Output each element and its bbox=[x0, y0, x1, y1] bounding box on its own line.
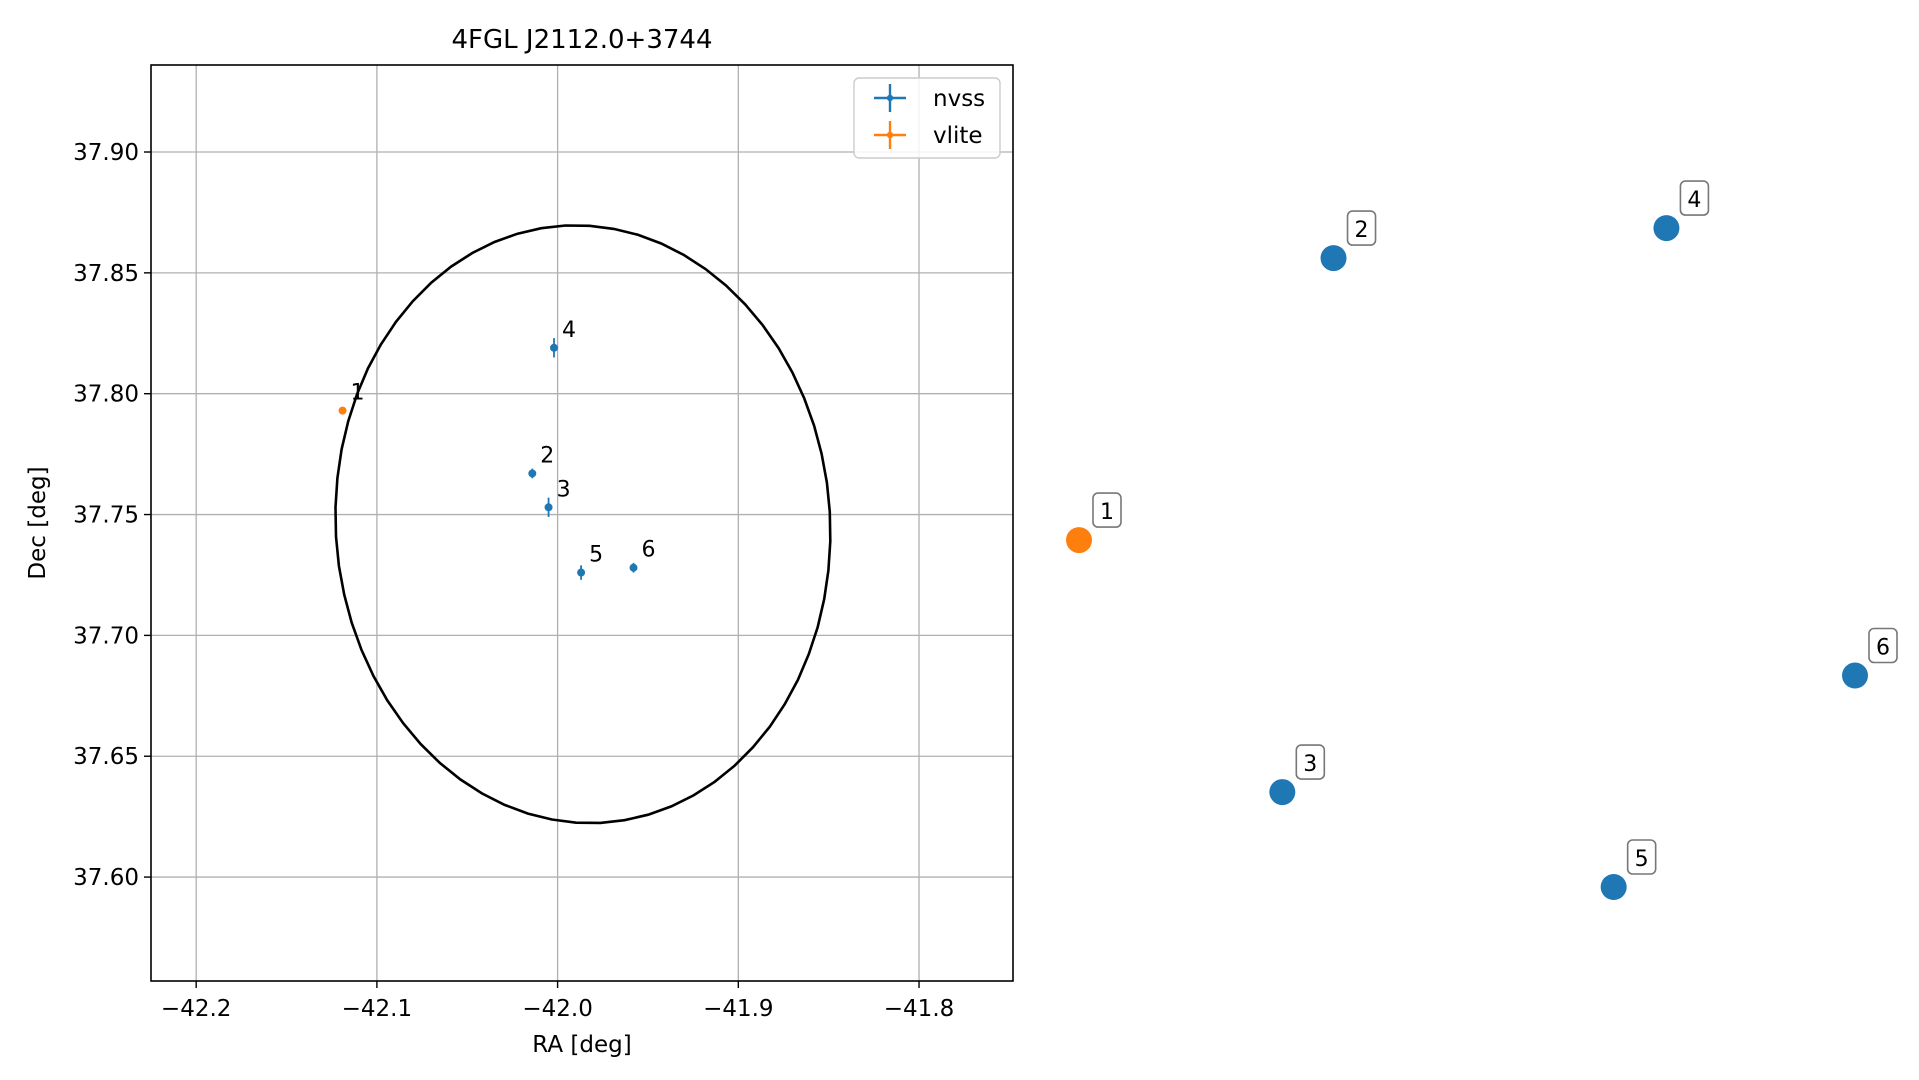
y-axis-label: Dec [deg] bbox=[25, 466, 51, 579]
map-source-label: 3 bbox=[1303, 752, 1317, 777]
point-label: 1 bbox=[351, 381, 365, 406]
point-label: 4 bbox=[562, 318, 576, 343]
legend-marker-nvss-dot bbox=[886, 94, 894, 102]
point-marker bbox=[544, 503, 553, 512]
map-source-2: 2 bbox=[1320, 210, 1377, 272]
map-source-6: 6 bbox=[1842, 627, 1898, 689]
y-tick-label: 37.75 bbox=[73, 503, 139, 529]
localization-ellipse bbox=[334, 224, 832, 825]
x-axis-label: RA [deg] bbox=[532, 1032, 631, 1058]
x-tick-label: −42.0 bbox=[522, 996, 592, 1022]
legend-marker-vlite-dot bbox=[886, 131, 894, 139]
plot-frame bbox=[150, 64, 1014, 982]
point-marker bbox=[549, 343, 558, 352]
map-source-label-box bbox=[1868, 627, 1898, 664]
source-point-3: 3 bbox=[544, 477, 571, 517]
point-marker bbox=[528, 469, 537, 478]
map-source-3: 3 bbox=[1269, 744, 1326, 806]
point-marker bbox=[577, 568, 586, 577]
map-source-label-box bbox=[1092, 492, 1122, 528]
x-tick-label: −42.1 bbox=[342, 996, 412, 1022]
x-tick-label: −41.8 bbox=[884, 996, 954, 1022]
point-marker bbox=[629, 563, 638, 572]
map-source-4: 4 bbox=[1653, 180, 1710, 242]
point-label: 2 bbox=[540, 443, 554, 468]
source-point-6: 6 bbox=[629, 538, 656, 573]
map-source-marker bbox=[1269, 779, 1296, 806]
map-source-5: 5 bbox=[1600, 839, 1657, 900]
legend-label-vlite: vlite bbox=[933, 123, 983, 149]
grid-lines bbox=[151, 65, 1013, 981]
legend-label-nvss: nvss bbox=[933, 86, 985, 112]
map-source-marker bbox=[1066, 527, 1092, 554]
map-source-label-box bbox=[1679, 180, 1710, 216]
x-tick-label: −41.9 bbox=[703, 996, 773, 1022]
map-source-label: 2 bbox=[1355, 218, 1369, 243]
point-label: 3 bbox=[557, 477, 571, 502]
map-source-label-box bbox=[1626, 839, 1657, 875]
map-source-marker bbox=[1600, 874, 1627, 900]
legend-entry-vlite: vlite bbox=[874, 121, 983, 149]
y-tick-label: 37.80 bbox=[73, 382, 139, 408]
source-point-5: 5 bbox=[577, 543, 603, 580]
y-axis-ticks: 37.60 37.65 37.70 37.75 37.80 37.85 37.90 bbox=[73, 140, 151, 891]
source-map-panel: 1 2 3 4 5 6 bbox=[1066, 180, 1898, 900]
y-tick-label: 37.60 bbox=[73, 865, 139, 891]
source-point-2: 2 bbox=[528, 443, 554, 479]
y-tick-label: 37.70 bbox=[73, 623, 139, 649]
source-point-4: 4 bbox=[549, 318, 576, 358]
map-source-1: 1 bbox=[1066, 492, 1122, 554]
legend-entry-nvss: nvss bbox=[874, 84, 985, 112]
data-points: 23 4 5 6 1 bbox=[338, 318, 656, 580]
x-axis-ticks: −42.2 −42.1 −42.0 −41.9 −41.8 bbox=[161, 981, 954, 1022]
map-source-marker bbox=[1653, 215, 1680, 242]
point-marker bbox=[338, 406, 347, 415]
map-source-label: 1 bbox=[1100, 500, 1114, 525]
map-source-label: 5 bbox=[1635, 847, 1649, 872]
main-plot: 4FGL J2112.0+3744 23 4 5 6 1 −42.2 −42.1 −42.0… bbox=[25, 25, 1014, 1058]
y-tick-label: 37.90 bbox=[73, 140, 139, 166]
map-source-label-box bbox=[1346, 210, 1377, 246]
map-source-label: 4 bbox=[1687, 188, 1701, 213]
plot-title: 4FGL J2112.0+3744 bbox=[452, 25, 713, 55]
map-source-marker bbox=[1842, 662, 1868, 689]
x-tick-label: −42.2 bbox=[161, 996, 231, 1022]
map-source-marker bbox=[1320, 245, 1347, 272]
y-tick-label: 37.85 bbox=[73, 261, 139, 287]
map-source-label-box bbox=[1295, 744, 1326, 780]
y-tick-label: 37.65 bbox=[73, 744, 139, 770]
map-source-label: 6 bbox=[1876, 636, 1890, 661]
point-label: 5 bbox=[589, 543, 603, 568]
source-point-1: 1 bbox=[338, 381, 365, 415]
point-label: 6 bbox=[642, 538, 656, 563]
legend: nvss vlite bbox=[853, 77, 1001, 159]
